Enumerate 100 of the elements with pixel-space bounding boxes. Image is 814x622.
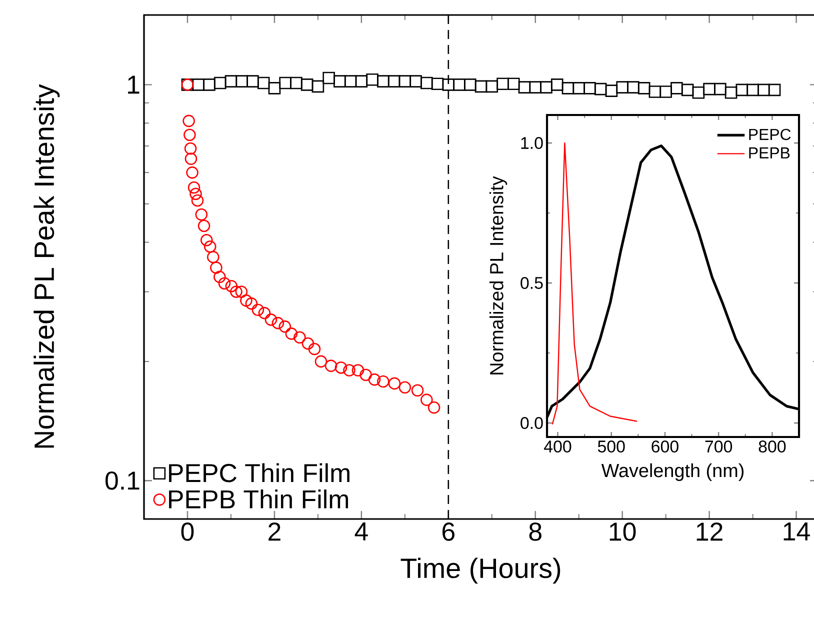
legend-label: PEPC xyxy=(749,128,791,140)
x-tick-label: 12 xyxy=(696,522,722,541)
point xyxy=(768,84,781,96)
point xyxy=(279,76,292,90)
x-tick-label: 500 xyxy=(598,440,625,452)
point xyxy=(529,81,542,94)
x-tick-label: 8 xyxy=(529,522,542,541)
point xyxy=(681,84,694,96)
x-axis-title: Wavelength (nm) xyxy=(601,463,744,481)
point xyxy=(486,80,498,93)
point xyxy=(464,78,476,91)
point xyxy=(518,81,531,94)
y-tick-label: 0.0 xyxy=(520,416,543,429)
point xyxy=(214,76,226,90)
point xyxy=(278,320,292,333)
point xyxy=(670,82,683,94)
point xyxy=(285,328,298,340)
x-tick-label: 2 xyxy=(268,522,280,541)
point xyxy=(225,280,238,292)
point xyxy=(360,368,372,382)
point xyxy=(324,360,338,372)
point xyxy=(692,86,705,99)
point xyxy=(312,80,324,93)
x-tick-label: 800 xyxy=(758,440,786,452)
point xyxy=(474,80,488,93)
point xyxy=(230,286,242,298)
point xyxy=(724,86,738,99)
point xyxy=(210,262,222,274)
point xyxy=(184,142,197,155)
point xyxy=(245,297,258,310)
point xyxy=(572,82,585,94)
point xyxy=(198,220,210,232)
point xyxy=(638,82,650,94)
point xyxy=(334,361,348,374)
point xyxy=(368,373,381,386)
point xyxy=(203,78,216,91)
y-tick-label: 0.1 xyxy=(105,471,140,490)
point xyxy=(192,78,205,91)
point xyxy=(235,286,248,298)
point xyxy=(302,337,314,350)
point xyxy=(264,314,278,326)
x-axis-title: Time (Hours) xyxy=(400,558,560,584)
point xyxy=(758,84,770,96)
point xyxy=(714,82,726,96)
point xyxy=(322,72,335,84)
point xyxy=(562,82,574,94)
y-axis-title: Normalized PL Intensity xyxy=(489,176,508,374)
point xyxy=(300,78,314,91)
point xyxy=(224,75,238,88)
x-tick-label: 4 xyxy=(354,522,368,540)
point xyxy=(218,277,231,290)
point xyxy=(366,73,378,86)
line-series xyxy=(552,142,638,425)
point xyxy=(195,208,208,221)
y-tick-label: 0.5 xyxy=(520,276,543,289)
point xyxy=(398,75,412,88)
point xyxy=(411,384,424,397)
point xyxy=(594,82,607,96)
point xyxy=(186,166,198,179)
x-tick-label: 700 xyxy=(705,440,732,452)
point xyxy=(204,240,216,253)
point xyxy=(206,250,220,264)
point xyxy=(605,84,618,97)
point xyxy=(431,78,444,90)
point xyxy=(648,86,662,98)
point xyxy=(442,78,455,91)
point xyxy=(660,86,672,98)
legend-label: PEPB Thin Film xyxy=(169,490,348,508)
point xyxy=(182,114,195,128)
point xyxy=(252,304,264,316)
point xyxy=(343,364,356,376)
point xyxy=(627,81,640,94)
point xyxy=(420,394,433,406)
point xyxy=(355,75,368,88)
point xyxy=(616,81,628,94)
point xyxy=(428,401,440,414)
point xyxy=(188,181,200,194)
x-tick-label: 0 xyxy=(181,522,194,541)
point xyxy=(272,316,284,330)
point xyxy=(191,194,204,207)
point xyxy=(746,84,759,96)
point xyxy=(314,355,328,368)
point xyxy=(257,76,270,90)
x-tick-label: 14 xyxy=(784,522,810,540)
x-tick-label: 400 xyxy=(544,440,572,452)
point xyxy=(240,294,252,307)
point xyxy=(410,75,422,88)
point xyxy=(344,75,357,88)
point xyxy=(388,377,401,390)
legend-label: PEPB xyxy=(749,147,790,158)
point xyxy=(258,306,271,320)
point xyxy=(290,76,302,90)
y-tick-label: 1.0 xyxy=(521,136,543,149)
point xyxy=(540,81,552,94)
point xyxy=(398,381,412,394)
point xyxy=(184,152,198,165)
point xyxy=(294,331,306,344)
point xyxy=(550,78,564,91)
point xyxy=(200,234,213,246)
point xyxy=(507,78,520,90)
